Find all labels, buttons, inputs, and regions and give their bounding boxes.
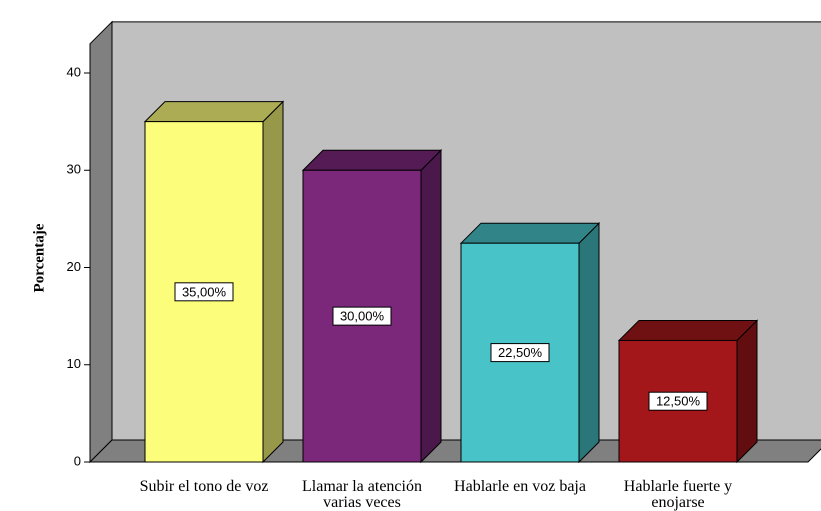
x-tick-label: Llamar la atención varias veces bbox=[302, 478, 422, 511]
value-label-box bbox=[490, 343, 550, 363]
value-label: 22,50% bbox=[498, 345, 543, 360]
y-tick-label: 0 bbox=[74, 453, 81, 468]
y-tick-label: 20 bbox=[67, 259, 81, 274]
bar-top bbox=[143, 101, 285, 123]
bar-side bbox=[420, 149, 442, 464]
value-label: 35,00% bbox=[182, 284, 227, 299]
x-tick-label: Hablarle en voz baja bbox=[454, 478, 586, 495]
bar-side bbox=[736, 319, 758, 464]
x-tick-label: Subir el tono de voz bbox=[139, 478, 269, 495]
bar-top bbox=[617, 319, 759, 341]
bar-side bbox=[578, 221, 600, 464]
y-tick-label: 30 bbox=[67, 162, 81, 177]
bar-side bbox=[262, 100, 284, 464]
bar-top bbox=[459, 222, 601, 244]
y-axis-label: Porcentaje bbox=[31, 223, 47, 292]
y-tick-label: 40 bbox=[67, 64, 81, 79]
bar-top bbox=[301, 149, 443, 171]
value-label-box bbox=[332, 306, 392, 326]
x-tick-label: Hablarle fuerte y enojarse bbox=[623, 478, 733, 511]
value-label: 30,00% bbox=[340, 309, 385, 324]
value-label: 12,50% bbox=[656, 394, 701, 409]
value-label-box bbox=[174, 282, 234, 302]
value-label-box bbox=[648, 391, 708, 411]
y-tick-label: 10 bbox=[67, 356, 81, 371]
left-wall bbox=[89, 20, 113, 464]
